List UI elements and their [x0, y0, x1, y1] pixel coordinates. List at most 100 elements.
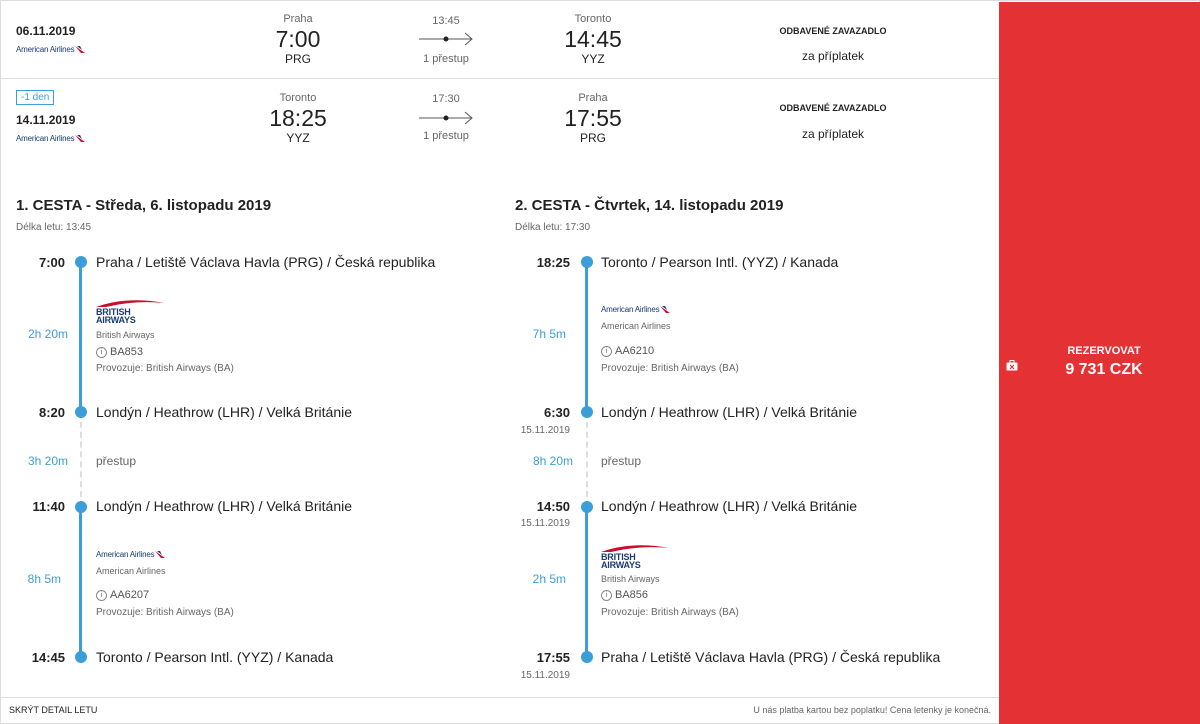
origin-code: PRG: [284, 52, 311, 66]
flight-number[interactable]: i AA6207: [96, 589, 149, 601]
transfer-label: přestup: [601, 454, 642, 468]
flight-number[interactable]: i BA853: [96, 346, 143, 358]
segment-airline: British Airways: [601, 574, 660, 584]
info-icon: i: [96, 589, 107, 601]
route-arrow-icon: [419, 111, 473, 125]
info-icon: i: [601, 345, 612, 357]
segment-duration: 8h 5m: [27, 572, 61, 586]
payment-note: U nás platba kartou bez poplatku! Cena l…: [753, 705, 991, 715]
stop-time: 11:40: [32, 499, 65, 514]
leg-duration: Délka letu: 17:30: [515, 222, 591, 233]
timeline-dot: [581, 406, 593, 418]
stop-place: Toronto / Pearson Intl. (YYZ) / Kanada: [96, 649, 334, 665]
stop-place: Praha / Letiště Václava Havla (PRG) / Če…: [96, 254, 436, 270]
stop-date: 15.11.2019: [520, 670, 570, 681]
transfer-label: přestup: [96, 454, 137, 468]
destination-code: PRG: [579, 131, 606, 145]
american-airlines-logo: American Airlines: [601, 305, 671, 314]
route-arrow-icon: [419, 32, 473, 46]
operated-by: Provozuje: British Airways (BA): [601, 607, 739, 618]
timeline-dot: [581, 501, 593, 513]
timeline-transfer: [80, 412, 82, 507]
baggage-price: za příplatek: [801, 49, 865, 63]
stop-place: Praha / Letiště Václava Havla (PRG) / Če…: [601, 649, 941, 665]
timeline-dot: [581, 256, 593, 268]
timeline-dot: [581, 651, 593, 663]
leg-title: 1. CESTA - Středa, 6. listopadu 2019: [16, 197, 272, 214]
destination-city: Praha: [578, 92, 608, 104]
stop-date: 15.11.2019: [520, 425, 570, 436]
arrival-time: 17:55: [564, 105, 622, 131]
timeline-segment: [585, 262, 588, 412]
speedmarque-icon: [601, 545, 669, 552]
speedmarque-icon: [96, 300, 164, 307]
destination-code: YYZ: [581, 52, 605, 66]
stop-time: 17:55: [536, 650, 570, 665]
aa-eagle-icon: [155, 551, 166, 559]
baggage-price: za příplatek: [801, 127, 865, 141]
book-button[interactable]: REZERVOVAT 9 731 CZK: [999, 2, 1200, 724]
segment-duration: 2h 20m: [27, 327, 68, 341]
stops-count: 1 přestup: [423, 53, 469, 65]
operated-by: Provozuje: British Airways (BA): [96, 607, 234, 618]
stop-date: 15.11.2019: [520, 518, 570, 529]
origin-city: Praha: [283, 13, 313, 25]
stop-place: Londýn / Heathrow (LHR) / Velká Británie: [96, 404, 353, 420]
day-offset-badge: -1 den: [16, 90, 55, 105]
footer-divider: [1, 697, 999, 698]
aa-eagle-icon: [75, 135, 86, 143]
segment-airline: American Airlines: [96, 566, 166, 576]
british-airways-logo: BRITISH AIRWAYS: [601, 545, 669, 570]
departure-time: 7:00: [275, 26, 321, 52]
total-duration: 13:45: [432, 15, 460, 27]
info-icon: i: [96, 346, 107, 358]
origin-code: YYZ: [286, 131, 310, 145]
stop-place: Toronto / Pearson Intl. (YYZ) / Kanada: [601, 254, 839, 270]
destination-city: Toronto: [574, 13, 612, 25]
operated-by: Provozuje: British Airways (BA): [96, 363, 234, 374]
origin-city: Toronto: [279, 92, 317, 104]
leg-duration: Délka letu: 13:45: [16, 222, 92, 233]
segment-airline: British Airways: [96, 330, 155, 340]
summary-date: 14.11.2019: [16, 113, 76, 127]
timeline-segment: [79, 507, 82, 657]
arrival-time: 14:45: [564, 26, 622, 52]
american-airlines-logo: American Airlines: [16, 134, 86, 143]
stop-time: 14:45: [31, 650, 65, 665]
book-label: REZERVOVAT: [1067, 345, 1141, 357]
summary-date: 06.11.2019: [16, 24, 76, 38]
stop-time: 6:30: [543, 405, 570, 420]
baggage-title: ODBAVENÉ ZAVAZADLO: [779, 103, 887, 113]
departure-time: 18:25: [269, 105, 327, 131]
timeline-transfer: [586, 412, 588, 507]
aa-eagle-icon: [75, 46, 86, 54]
stop-time: 14:50: [536, 499, 570, 514]
segment-airline: American Airlines: [601, 321, 671, 331]
timeline-dot: [75, 406, 87, 418]
segment-duration: 7h 5m: [532, 327, 566, 341]
operated-by: Provozuje: British Airways (BA): [601, 363, 739, 374]
aa-eagle-icon: [660, 306, 671, 314]
american-airlines-logo: American Airlines: [96, 550, 166, 559]
stop-time: 18:25: [536, 255, 570, 270]
stop-time: 7:00: [38, 255, 65, 270]
divider: [1, 78, 999, 79]
info-icon: i: [601, 589, 612, 601]
stop-place: Londýn / Heathrow (LHR) / Velká Británie: [96, 498, 353, 514]
stop-time: 8:20: [38, 405, 65, 420]
stops-count: 1 přestup: [423, 130, 469, 142]
timeline-segment: [79, 262, 82, 412]
flight-number[interactable]: i BA856: [601, 589, 648, 601]
hide-detail-link[interactable]: SKRÝT DETAIL LETU: [9, 705, 98, 715]
baggage-title: ODBAVENÉ ZAVAZADLO: [779, 26, 887, 36]
leg-title: 2. CESTA - Čtvrtek, 14. listopadu 2019: [515, 197, 784, 214]
flight-number[interactable]: i AA6210: [601, 345, 654, 357]
stop-place: Londýn / Heathrow (LHR) / Velká Británie: [601, 404, 858, 420]
suitcase-icon: [1006, 360, 1018, 371]
total-price: 9 731 CZK: [1065, 361, 1143, 378]
total-duration: 17:30: [432, 93, 460, 105]
segment-duration: 2h 5m: [532, 572, 566, 586]
timeline-dot: [75, 256, 87, 268]
american-airlines-logo: American Airlines: [16, 45, 86, 54]
